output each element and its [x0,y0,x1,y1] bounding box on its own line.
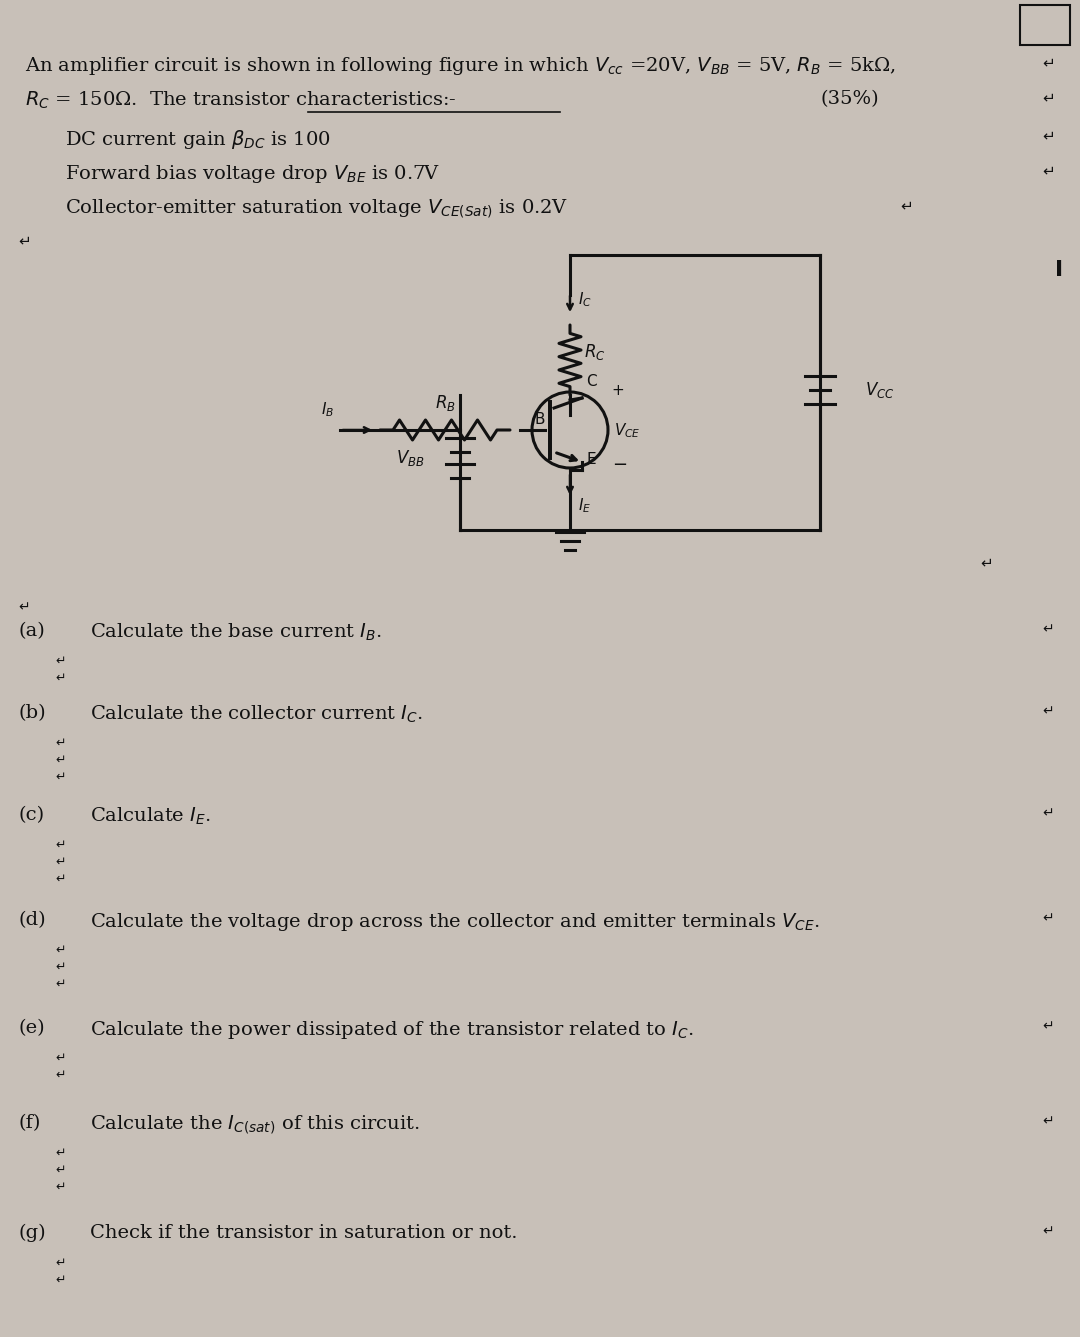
Text: ↵: ↵ [55,754,66,767]
Text: ↵: ↵ [1042,910,1054,925]
Text: ↵: ↵ [1042,55,1055,70]
Text: ↵: ↵ [55,673,66,685]
Text: Calculate the power dissipated of the transistor related to $I_C$.: Calculate the power dissipated of the tr… [90,1019,693,1042]
Text: Check if the transistor in saturation or not.: Check if the transistor in saturation or… [90,1223,517,1242]
Text: ↵: ↵ [55,655,66,668]
Text: $R_C$ = 150Ω.  The transistor characteristics:-: $R_C$ = 150Ω. The transistor characteris… [25,90,457,111]
Text: ↵: ↵ [1042,163,1055,178]
Text: ↵: ↵ [55,1052,66,1066]
Text: ↵: ↵ [55,840,66,852]
Text: Calculate the $I_{C(sat)}$ of this circuit.: Calculate the $I_{C(sat)}$ of this circu… [90,1114,420,1136]
Text: $R_C$: $R_C$ [584,342,606,362]
Text: +: + [611,382,624,398]
Text: ↵: ↵ [1042,622,1054,636]
Text: (35%): (35%) [820,90,879,108]
Text: Collector-emitter saturation voltage $V_{CE(Sat)}$ is 0.2V: Collector-emitter saturation voltage $V_… [65,198,568,221]
Text: Calculate the base current $I_B$.: Calculate the base current $I_B$. [90,622,382,643]
Text: $V_{CE}$: $V_{CE}$ [615,421,640,440]
Text: ↵: ↵ [1042,705,1054,718]
Text: $R_B$: $R_B$ [434,393,456,413]
Text: Calculate $I_E$.: Calculate $I_E$. [90,806,211,828]
Text: ↵: ↵ [55,1147,66,1161]
Text: (f): (f) [18,1114,40,1132]
Text: ↵: ↵ [900,198,913,213]
Text: (e): (e) [18,1019,44,1038]
Text: (a): (a) [18,622,44,640]
Text: ↵: ↵ [1042,1019,1054,1034]
Text: ↵: ↵ [18,233,30,247]
Text: ↵: ↵ [55,1274,66,1288]
Bar [1020,5,1070,45]
Text: ↵: ↵ [55,1070,66,1082]
Text: Calculate the collector current $I_C$.: Calculate the collector current $I_C$. [90,705,423,725]
Text: Forward bias voltage drop $V_{BE}$ is 0.7V: Forward bias voltage drop $V_{BE}$ is 0.… [65,163,440,185]
Text: $I_B$: $I_B$ [322,400,335,418]
Text: $V_{CC}$: $V_{CC}$ [865,380,894,400]
Text: $I_E$: $I_E$ [578,496,591,515]
Text: ↵: ↵ [1042,806,1054,820]
Text: ↵: ↵ [55,737,66,750]
Text: ↵: ↵ [980,555,993,570]
Text: ↵: ↵ [55,856,66,869]
Text: (g): (g) [18,1223,45,1242]
Text: (c): (c) [18,806,44,824]
Text: $V_{BB}$: $V_{BB}$ [395,448,424,468]
Text: ↵: ↵ [55,1257,66,1270]
Text: ↵: ↵ [18,600,29,614]
Text: ↵: ↵ [1042,1223,1054,1238]
Text: ↵: ↵ [55,977,66,991]
Text: Calculate the voltage drop across the collector and emitter terminals $V_{CE}$.: Calculate the voltage drop across the co… [90,910,820,933]
Text: $I_C$: $I_C$ [578,290,592,309]
Text: B: B [535,413,545,428]
Text: −: − [612,456,627,475]
Text: ↵: ↵ [1042,128,1055,143]
Text: ↵: ↵ [55,944,66,957]
Text: (d): (d) [18,910,45,929]
Text: (b): (b) [18,705,45,722]
Text: E: E [586,452,596,467]
Text: ↵: ↵ [1042,90,1055,106]
Text: ↵: ↵ [55,771,66,783]
Text: DC current gain $\beta_{DC}$ is 100: DC current gain $\beta_{DC}$ is 100 [65,128,330,151]
Text: I: I [1055,259,1063,279]
Text: An amplifier circuit is shown in following figure in which $V_{cc}$ =20V, $V_{BB: An amplifier circuit is shown in followi… [25,55,895,78]
Text: ↵: ↵ [55,1181,66,1194]
Text: ↵: ↵ [1042,1114,1054,1128]
Text: C: C [586,374,596,389]
Text: ↵: ↵ [55,873,66,886]
Text: ↵: ↵ [55,961,66,973]
Text: ↵: ↵ [55,1165,66,1177]
